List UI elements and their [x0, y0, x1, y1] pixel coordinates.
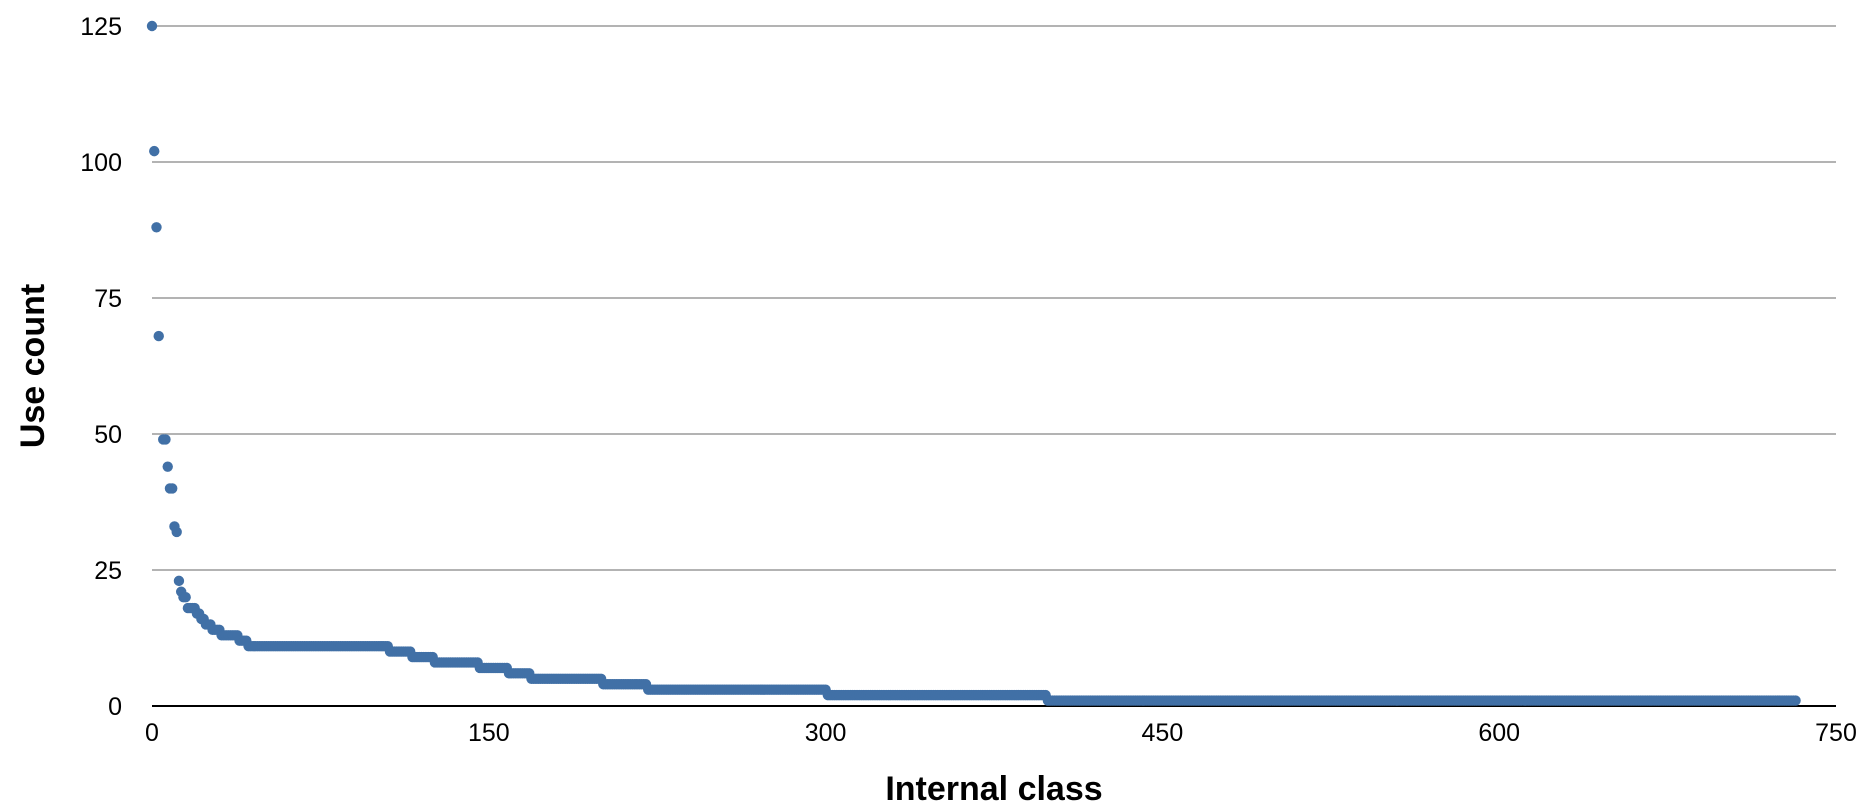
- x-tick-label: 300: [805, 719, 847, 747]
- x-axis-title: Internal class: [885, 770, 1102, 804]
- x-tick-label: 150: [468, 719, 510, 747]
- data-point: [151, 222, 162, 233]
- x-tick-label: 750: [1815, 719, 1857, 747]
- data-point: [149, 145, 160, 157]
- data-point: [146, 20, 158, 32]
- data-point: [171, 526, 182, 538]
- y-tick-label: 100: [80, 149, 122, 177]
- data-point: [153, 330, 164, 342]
- y-tick-label: 25: [94, 557, 122, 585]
- grid-lines: [152, 25, 1836, 571]
- x-tick-label: 600: [1478, 719, 1520, 747]
- data-point: [1790, 695, 1801, 706]
- x-tick-label: 0: [145, 719, 159, 747]
- y-tick-label: 125: [80, 13, 122, 41]
- y-axis-title: Use count: [14, 284, 52, 448]
- data-point: [162, 461, 173, 472]
- data-point: [173, 575, 185, 587]
- y-tick-label: 75: [94, 285, 122, 313]
- y-tick-label: 0: [108, 693, 122, 721]
- data-point: [160, 434, 171, 445]
- y-tick-label: 50: [94, 421, 122, 449]
- tick-labels: 0 25 50 75 100 125 0 150 300 450 600 750: [80, 13, 1857, 747]
- data-points: [146, 20, 1801, 706]
- x-tick-label: 450: [1142, 719, 1184, 747]
- data-point: [167, 483, 178, 494]
- data-point: [180, 592, 191, 603]
